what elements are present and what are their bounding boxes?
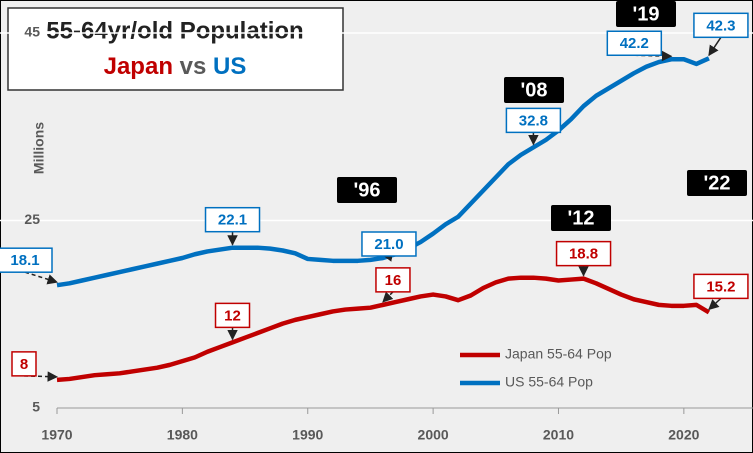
x-tick-label: 1980 bbox=[167, 427, 198, 443]
year-label-box bbox=[616, 1, 676, 27]
x-tick-label: 2020 bbox=[668, 427, 699, 443]
value-label: 21.0 bbox=[374, 236, 403, 253]
legend-label: Japan 55-64 Pop bbox=[505, 346, 612, 362]
title-box bbox=[7, 7, 344, 91]
arrow bbox=[382, 291, 394, 303]
y-axis-label: Millions bbox=[31, 122, 47, 174]
subtitle-japan: Japan bbox=[104, 53, 173, 80]
year-label: '96 bbox=[353, 179, 380, 201]
year-label-box bbox=[551, 205, 611, 231]
value-label: 16 bbox=[385, 272, 402, 289]
year-label: '08 bbox=[520, 79, 547, 101]
value-label-box bbox=[693, 12, 749, 39]
value-label: 18.1 bbox=[10, 252, 39, 269]
line-series bbox=[56, 275, 711, 383]
value-label: 32.8 bbox=[519, 112, 548, 129]
year-label-box bbox=[504, 77, 564, 103]
value-label-box bbox=[204, 206, 261, 233]
arrow bbox=[23, 371, 59, 382]
arrow bbox=[708, 297, 722, 311]
subtitle-us: US bbox=[213, 53, 246, 80]
x-tick-label: 2000 bbox=[418, 427, 449, 443]
value-label-box bbox=[693, 273, 749, 300]
value-label-box bbox=[11, 351, 37, 377]
year-label: '12 bbox=[567, 207, 594, 229]
chart-subtitle: Japan vs US bbox=[104, 53, 247, 80]
value-label-box bbox=[361, 231, 417, 257]
value-label-box bbox=[606, 30, 663, 56]
y-tick-label: 25 bbox=[24, 211, 40, 227]
value-label: 22.1 bbox=[218, 212, 247, 229]
value-label: 42.3 bbox=[706, 17, 735, 34]
arrow bbox=[24, 271, 59, 285]
x-tick-label: 2010 bbox=[543, 427, 574, 443]
y-tick-label: 45 bbox=[24, 24, 40, 40]
subtitle-vs: vs bbox=[180, 53, 207, 80]
year-label-box bbox=[337, 177, 397, 203]
x-tick-label: 1970 bbox=[41, 427, 72, 443]
value-label: 8 bbox=[20, 356, 28, 373]
chart-title: 55-64yr/old Population bbox=[46, 17, 303, 44]
arrow bbox=[634, 50, 673, 62]
value-label-box bbox=[0, 247, 53, 273]
value-label-box bbox=[375, 267, 411, 293]
value-label: 12 bbox=[224, 307, 241, 324]
x-tick-label: 1990 bbox=[292, 427, 323, 443]
value-label-box bbox=[214, 302, 251, 329]
value-label-box bbox=[505, 107, 562, 134]
year-label: '22 bbox=[703, 172, 730, 194]
year-label: '19 bbox=[632, 3, 659, 25]
value-label: 42.2 bbox=[620, 35, 649, 52]
value-label: 15.2 bbox=[706, 278, 735, 295]
arrow bbox=[708, 36, 722, 57]
y-tick-label: 5 bbox=[32, 399, 40, 415]
year-label-box bbox=[687, 170, 747, 196]
legend-label: US 55-64 Pop bbox=[505, 374, 593, 390]
value-label: 18.8 bbox=[569, 246, 598, 263]
value-label-box bbox=[555, 240, 612, 267]
